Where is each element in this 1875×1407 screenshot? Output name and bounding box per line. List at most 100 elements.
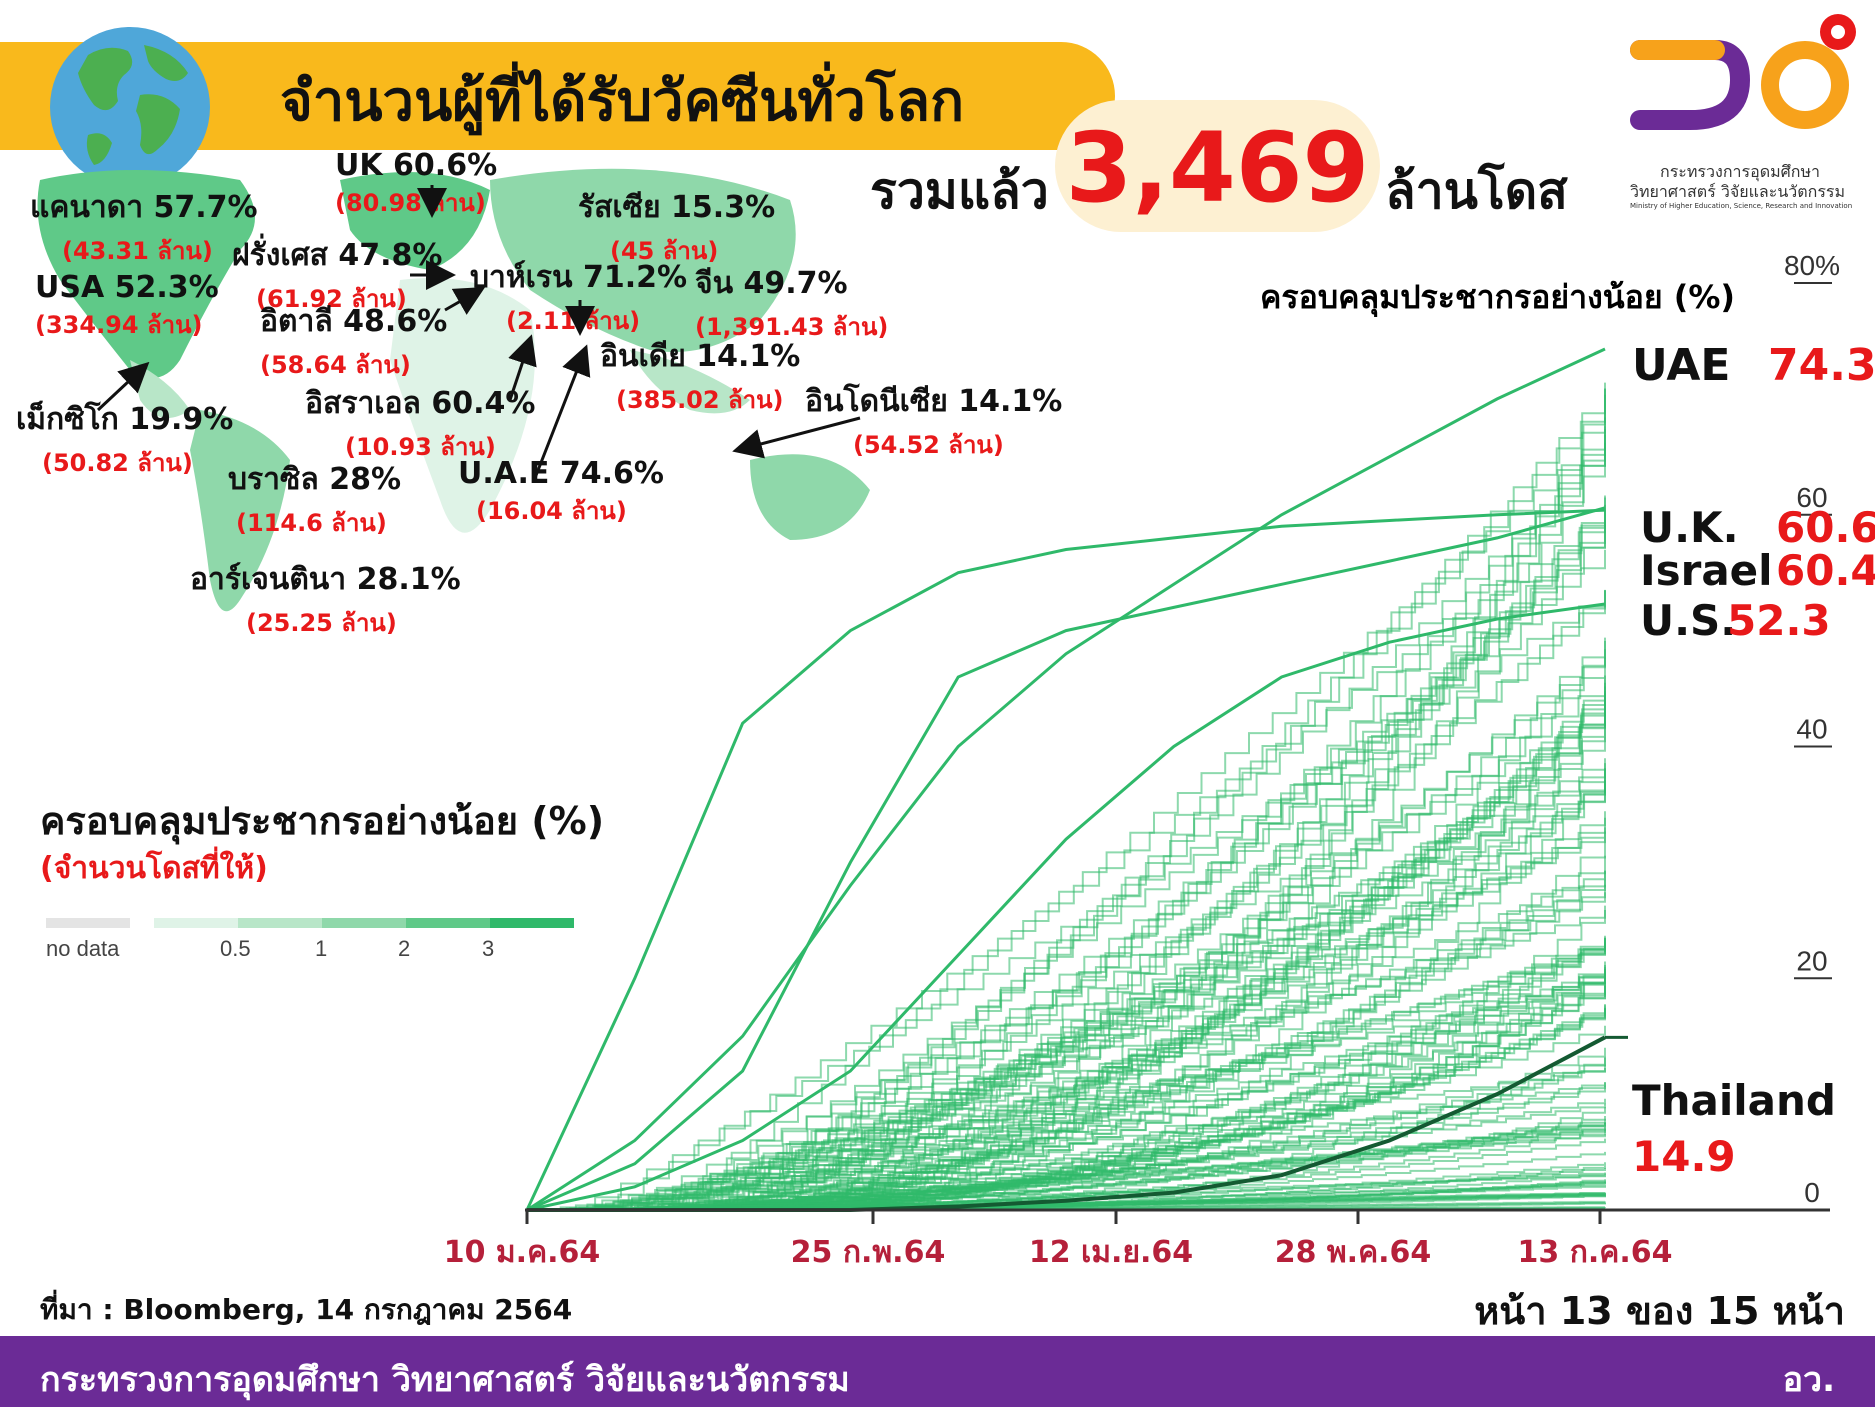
country-line bbox=[680, 1116, 1606, 1211]
country-line bbox=[700, 649, 1606, 1211]
country-name: ฝรั่งเศส 47.8% bbox=[232, 238, 443, 273]
country-line bbox=[691, 388, 1606, 1211]
y-tick-label: 0 bbox=[1804, 1177, 1820, 1208]
country-line bbox=[755, 870, 1606, 1211]
series-lines bbox=[525, 347, 1628, 1212]
country-name: รัสเซีย 15.3% bbox=[578, 190, 776, 225]
country-name: U.A.E 74.6% bbox=[458, 456, 664, 491]
series-value-thailand: 14.9 bbox=[1632, 1132, 1736, 1181]
footer-bar bbox=[0, 1336, 1875, 1407]
source-note: ที่มา : Bloomberg, 14 กรกฎาคม 2564 bbox=[40, 1293, 573, 1326]
country-doses: (25.25 ล้าน) bbox=[246, 609, 397, 637]
europe-region bbox=[340, 172, 490, 270]
y-tick-label: 40 bbox=[1796, 714, 1827, 745]
map-label-italy: อิตาลี 48.6% (58.64 ล้าน) bbox=[260, 298, 447, 384]
country-doses: (334.94 ล้าน) bbox=[35, 311, 203, 339]
north-america-region bbox=[37, 170, 255, 378]
country-line bbox=[727, 446, 1606, 1211]
country-name: อิสราเอล 60.4% bbox=[305, 386, 536, 421]
map-label-israel: อิสราเอล 60.4% (10.93 ล้าน) bbox=[305, 380, 535, 466]
country-name: บราซิล 28% bbox=[228, 462, 401, 497]
x-tick-label: 28 พ.ค.64 bbox=[1275, 1235, 1432, 1270]
legend-tick: 2 bbox=[398, 936, 410, 961]
color-legend: no data 0.5 1 2 3 bbox=[46, 918, 574, 961]
arrow-israel bbox=[508, 334, 537, 401]
africa-region bbox=[390, 278, 535, 533]
country-doses: (50.82 ล้าน) bbox=[42, 449, 193, 477]
country-name: USA 52.3% bbox=[35, 270, 219, 305]
country-doses: (1,391.43 ล้าน) bbox=[695, 313, 889, 341]
arrow-uae bbox=[533, 344, 591, 479]
country-name: จีน 49.7% bbox=[695, 266, 848, 301]
logo-line-3: Ministry of Higher Education, Science, R… bbox=[1630, 202, 1853, 210]
country-line bbox=[553, 504, 1606, 1211]
ministry-logo-mark bbox=[1630, 14, 1856, 130]
series-value-uae: 74.3 bbox=[1768, 340, 1875, 391]
country-line bbox=[637, 937, 1606, 1211]
country-name: อินโดนีเซีย 14.1% bbox=[805, 384, 1063, 419]
country-line bbox=[543, 675, 1606, 1211]
country-line bbox=[527, 1098, 1606, 1211]
country-line bbox=[593, 509, 1606, 1211]
legend-swatch bbox=[238, 918, 322, 928]
country-line bbox=[764, 521, 1606, 1211]
country-line bbox=[613, 519, 1606, 1211]
country-doses: (54.52 ล้าน) bbox=[853, 431, 1004, 459]
series-label-thailand: Thailand bbox=[1632, 1076, 1836, 1125]
legend-tick: 1 bbox=[315, 936, 327, 961]
legend-no-data-swatch bbox=[46, 918, 130, 928]
country-doses: (16.04 ล้าน) bbox=[476, 497, 627, 525]
country-line bbox=[631, 937, 1606, 1211]
x-axis-ticks: 10 ม.ค.64 25 ก.พ.64 12 เม.ย.64 28 พ.ค.64 13 … bbox=[444, 1210, 1673, 1270]
legend-swatch bbox=[490, 918, 574, 928]
legend-tick: 3 bbox=[482, 936, 494, 961]
x-tick-label: 10 ม.ค.64 bbox=[444, 1235, 601, 1270]
south-america-region bbox=[190, 410, 290, 612]
series-line-israel bbox=[525, 508, 1606, 1211]
country-name: แคนาดา 57.7% bbox=[30, 190, 258, 225]
legend-tick: 0.5 bbox=[220, 936, 251, 961]
map-label-canada: แคนาดา 57.7% (43.31 ล้าน) bbox=[30, 184, 258, 270]
country-line bbox=[571, 590, 1606, 1211]
country-doses: (58.64 ล้าน) bbox=[260, 351, 411, 379]
country-name: เม็กซิโก 19.9% bbox=[16, 402, 234, 437]
map-label-china: จีน 49.7% (1,391.43 ล้าน) bbox=[695, 260, 888, 346]
country-line bbox=[739, 382, 1606, 1211]
country-name: UK 60.6% bbox=[335, 148, 498, 183]
country-line bbox=[743, 968, 1606, 1211]
x-tick-label: 13 ก.ค.64 bbox=[1518, 1235, 1673, 1270]
legend-no-data-label: no data bbox=[46, 936, 120, 961]
total-pill bbox=[1055, 100, 1380, 232]
southeast-asia-region bbox=[630, 350, 750, 414]
arrow-mexico bbox=[96, 361, 150, 412]
x-tick-label: 25 ก.พ.64 bbox=[791, 1235, 946, 1270]
country-line bbox=[638, 394, 1606, 1211]
map-label-russia: รัสเซีย 15.3% (45 ล้าน) bbox=[578, 184, 775, 270]
country-line bbox=[655, 429, 1606, 1211]
country-line bbox=[607, 711, 1606, 1211]
map-label-argentina: อาร์เจนตินา 28.1% (25.25 ล้าน) bbox=[190, 556, 461, 642]
background-country-lines bbox=[527, 382, 1606, 1211]
map-label-india: อินเดีย 14.1% (385.02 ล้าน) bbox=[600, 333, 800, 419]
map-arrows bbox=[96, 185, 861, 479]
country-line bbox=[623, 831, 1606, 1211]
map-label-indonesia: อินโดนีเซีย 14.1% (54.52 ล้าน) bbox=[805, 378, 1062, 464]
footer-org-name: กระทรวงการอุดมศึกษา วิทยาศาสตร์ วิจัยและ… bbox=[40, 1360, 850, 1400]
series-label-us: U.S. bbox=[1640, 596, 1737, 645]
logo-line-1: กระทรวงการอุดมศึกษา bbox=[1660, 162, 1820, 181]
map-label-mexico: เม็กซิโก 19.9% (50.82 ล้าน) bbox=[16, 396, 233, 482]
arrow-italy bbox=[444, 287, 486, 315]
country-line bbox=[718, 737, 1606, 1211]
total-prefix: รวมแล้ว bbox=[870, 162, 1049, 220]
map-label-uk: UK 60.6% (80.98 ล้าน) bbox=[335, 148, 497, 222]
country-line bbox=[675, 442, 1606, 1211]
country-name: บาห์เรน 71.2% bbox=[470, 260, 688, 295]
map-label-france: ฝรั่งเศส 47.8% (61.92 ล้าน) bbox=[232, 232, 442, 318]
series-label-israel: Israel bbox=[1640, 546, 1773, 595]
arrow-indonesia bbox=[732, 416, 861, 459]
legend-swatch bbox=[322, 918, 406, 928]
series-line-us bbox=[526, 602, 1606, 1212]
chart-y-label: ครอบคลุมประชากรอย่างน้อย (%) bbox=[1260, 278, 1735, 318]
total-doses-value: 3,469 bbox=[1065, 112, 1370, 224]
map-label-brazil: บราซิล 28% (114.6 ล้าน) bbox=[228, 456, 401, 542]
